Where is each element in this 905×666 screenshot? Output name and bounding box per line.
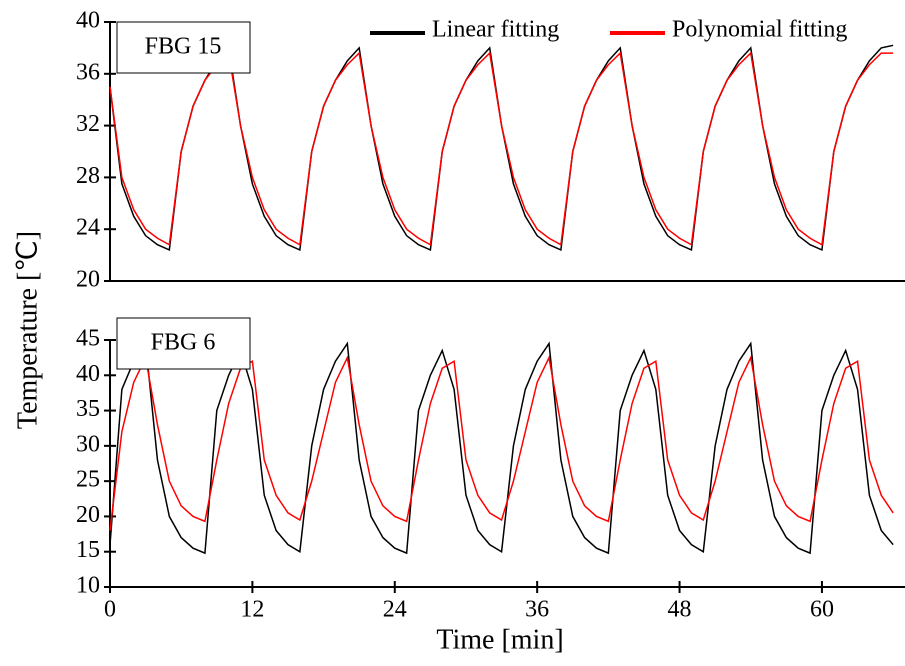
y-tick-label: 28 <box>76 163 100 189</box>
data-line <box>109 51 894 246</box>
panel-label-box <box>116 317 251 370</box>
legend-label: Linear fitting <box>432 17 559 43</box>
y-tick-label: 36 <box>76 59 100 85</box>
y-tick-label: 20 <box>76 502 100 528</box>
panel-label: FBG 6 <box>151 330 216 356</box>
data-line <box>109 355 894 531</box>
y-tick-label: 25 <box>76 467 100 493</box>
panel-label: FBG 15 <box>145 34 222 60</box>
x-tick-label: 24 <box>383 597 407 623</box>
data-line <box>109 341 894 555</box>
y-tick-label: 40 <box>76 361 100 387</box>
x-tick-label: 48 <box>668 597 692 623</box>
y-tick-label: 32 <box>76 111 100 137</box>
x-tick-label: 12 <box>240 597 264 623</box>
y-tick-label: 30 <box>76 431 100 457</box>
data-line <box>109 44 894 252</box>
y-tick-label: 45 <box>76 326 100 352</box>
x-axis-label: Time [min] <box>436 624 563 655</box>
x-tick-label: 36 <box>525 597 549 623</box>
y-tick-label: 10 <box>76 573 100 599</box>
panel-label-box <box>116 21 251 74</box>
y-axis-label: Temperature [℃] <box>12 231 43 429</box>
x-tick-label: 0 <box>104 597 116 623</box>
y-tick-label: 35 <box>76 396 100 422</box>
legend-label: Polynomial fitting <box>672 17 847 43</box>
y-tick-label: 15 <box>76 537 100 563</box>
y-tick-label: 24 <box>76 215 100 241</box>
y-tick-label: 20 <box>76 267 100 293</box>
y-tick-label: 40 <box>76 8 100 34</box>
x-tick-label: 60 <box>810 597 834 623</box>
